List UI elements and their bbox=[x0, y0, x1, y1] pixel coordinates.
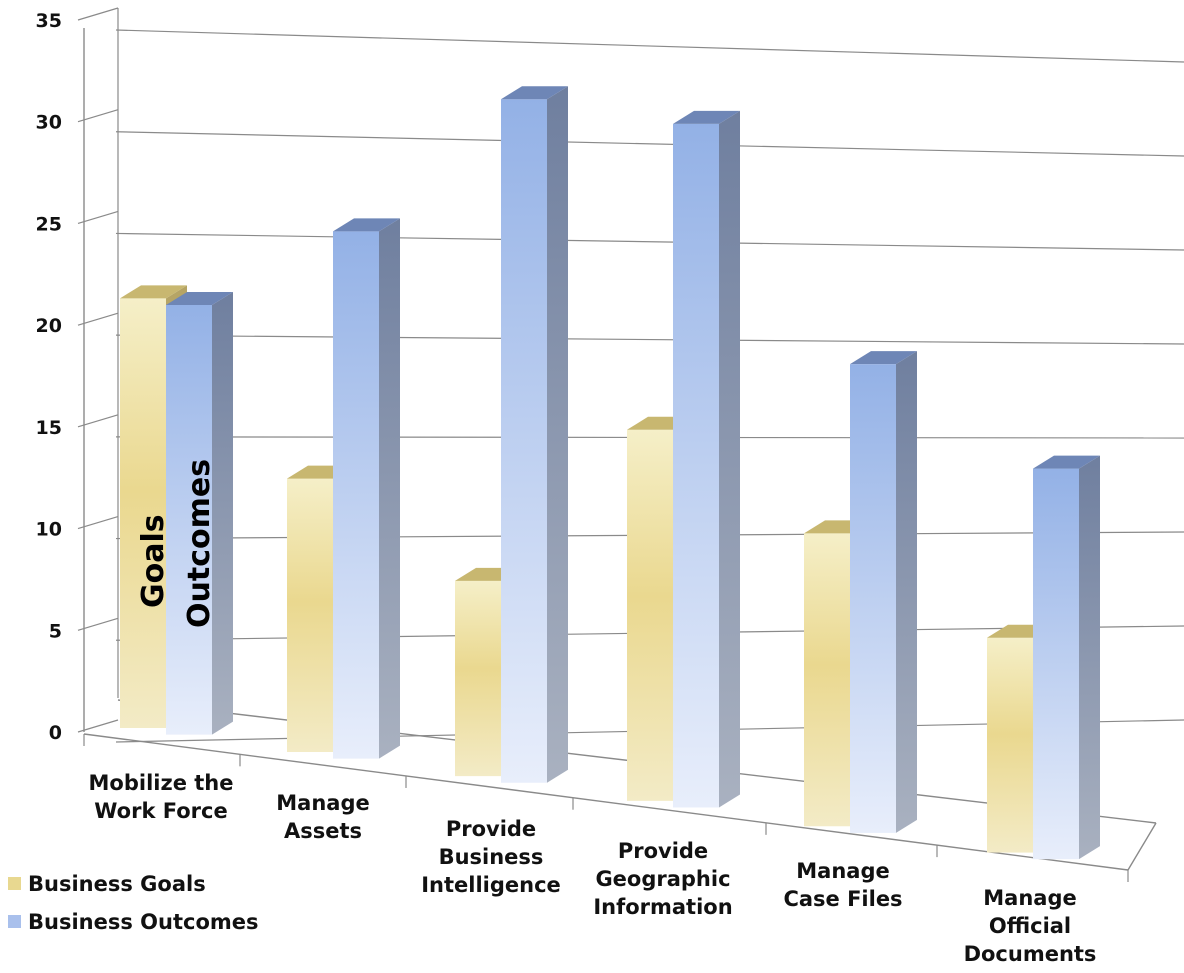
y-tick-label: 35 bbox=[36, 10, 62, 32]
bar-side-business-outcomes bbox=[1079, 455, 1100, 860]
axis-labels: 0 5 10 15 20 25 30 35 Mobilize the Work Force Mana… bbox=[36, 10, 1097, 966]
gridline-side bbox=[77, 7, 119, 21]
category-label: Information bbox=[593, 895, 732, 919]
bar-business-goals bbox=[287, 478, 333, 752]
goals-annotation: Goals bbox=[136, 514, 171, 608]
category-label: Case Files bbox=[783, 887, 902, 911]
y-tick-label: 30 bbox=[36, 112, 62, 134]
category-label: Intelligence bbox=[421, 873, 561, 897]
bar-business-outcomes bbox=[673, 123, 719, 808]
bar-business-goals bbox=[804, 533, 850, 827]
y-tick-label: 10 bbox=[36, 519, 62, 541]
category-label: Documents bbox=[964, 942, 1097, 966]
legend-label-business-outcomes: Business Outcomes bbox=[28, 910, 259, 934]
category-label: Assets bbox=[284, 819, 362, 843]
bar-business-outcomes bbox=[166, 304, 212, 735]
category-label: Manage bbox=[983, 886, 1076, 910]
bars bbox=[120, 86, 1100, 860]
bar-top-business-outcomes bbox=[673, 110, 740, 124]
bar-side-business-outcomes bbox=[547, 86, 568, 783]
bar-business-outcomes bbox=[850, 364, 896, 833]
legend-swatch-business-goals bbox=[8, 877, 21, 890]
gridline bbox=[115, 131, 1184, 157]
y-tick-label: 5 bbox=[49, 620, 62, 642]
category-label: Official bbox=[989, 914, 1071, 938]
legend-swatch-business-outcomes bbox=[8, 915, 21, 928]
category-label: Manage bbox=[276, 791, 369, 815]
bar-side-business-outcomes bbox=[379, 218, 400, 759]
bar-side-business-outcomes bbox=[212, 291, 233, 735]
category-label: Business bbox=[439, 845, 544, 869]
gridline bbox=[115, 334, 1184, 345]
bar-business-outcomes bbox=[1033, 468, 1079, 860]
bar-business-goals bbox=[455, 580, 501, 777]
category-label: Work Force bbox=[94, 799, 227, 823]
category-label: Manage bbox=[796, 859, 889, 883]
category-label: Provide bbox=[446, 817, 536, 841]
y-tick-label: 20 bbox=[36, 315, 62, 337]
gridline bbox=[115, 232, 1184, 251]
category-label: Mobilize the bbox=[89, 771, 234, 795]
category-label: Geographic bbox=[595, 867, 730, 891]
y-tick-label: 0 bbox=[49, 722, 62, 744]
bar-top-business-outcomes bbox=[501, 86, 568, 100]
bar-business-outcomes bbox=[501, 99, 547, 783]
bar-business-goals bbox=[987, 637, 1033, 853]
legend: Business Goals Business Outcomes bbox=[8, 872, 259, 934]
category-label: Provide bbox=[618, 839, 708, 863]
x-axis-front bbox=[83, 733, 1129, 871]
bar-side-business-outcomes bbox=[896, 351, 917, 833]
y-tick-label: 15 bbox=[36, 417, 62, 439]
bar-business-outcomes bbox=[333, 231, 379, 759]
bar-top-business-outcomes bbox=[850, 351, 917, 365]
y-tick-label: 25 bbox=[36, 213, 62, 235]
bar-business-goals bbox=[120, 298, 166, 728]
x-axis-right bbox=[1127, 822, 1157, 871]
legend-label-business-goals: Business Goals bbox=[28, 872, 206, 896]
bar-top-business-goals bbox=[120, 285, 187, 299]
bar-top-business-outcomes bbox=[333, 218, 400, 232]
gridline bbox=[115, 29, 1184, 63]
bar-top-business-outcomes bbox=[166, 291, 233, 305]
bar-business-goals bbox=[627, 429, 673, 801]
bar-top-business-outcomes bbox=[1033, 455, 1100, 469]
bar-side-business-outcomes bbox=[719, 110, 740, 808]
outcomes-annotation: Outcomes bbox=[182, 459, 217, 628]
